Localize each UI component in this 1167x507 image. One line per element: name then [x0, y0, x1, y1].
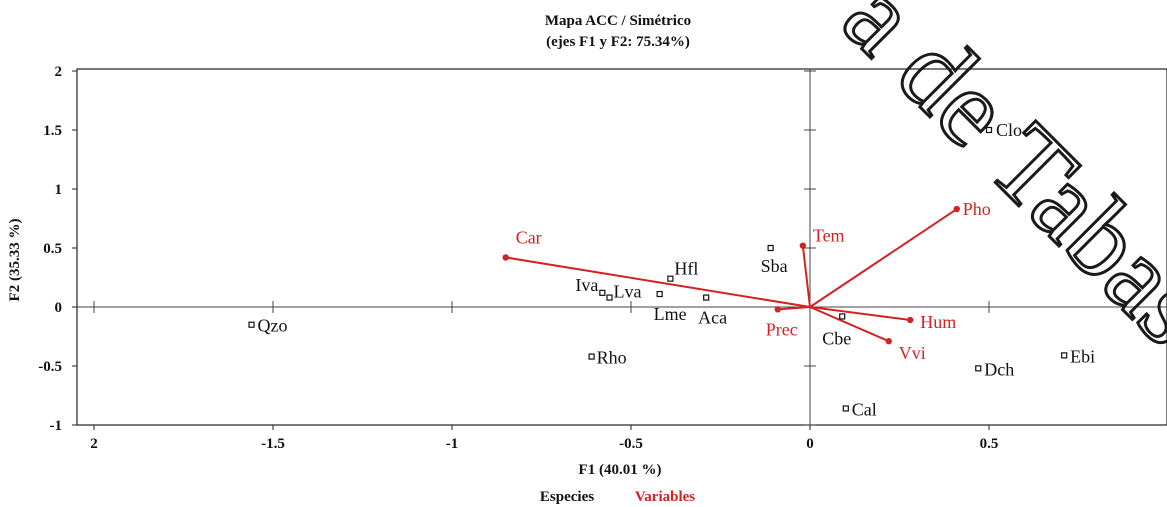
legend-species: Especies	[540, 489, 594, 505]
variable-vectors: Car Tem Pho Prec Hum Vvi	[502, 199, 991, 363]
y-tick-label: 2	[55, 64, 63, 80]
species-label: Qzo	[258, 316, 288, 336]
y-tick-label: 0	[55, 300, 63, 316]
y-tick-label: -1	[50, 418, 63, 434]
species-point-sba	[767, 244, 774, 252]
species-point-cal	[842, 405, 849, 412]
y-axis-label: F2 (35.33 %)	[7, 219, 23, 302]
y-tick-label: -0.5	[38, 359, 62, 375]
species-point-clo	[985, 126, 993, 134]
x-tick-label: 2	[90, 436, 98, 452]
species-point-lva	[606, 294, 613, 301]
variable-label: Prec	[766, 319, 798, 339]
species-label: Sba	[761, 256, 788, 276]
species-point-lme	[656, 290, 663, 298]
variable-label: Tem	[813, 226, 845, 246]
variable-vector-prec	[777, 306, 811, 311]
variable-vector-tip	[907, 316, 914, 324]
y-tick-label: 1	[55, 182, 63, 198]
species-label: Ebi	[1070, 346, 1095, 366]
y-tick-label: 1.5	[43, 123, 62, 139]
species-point-aca	[703, 294, 710, 301]
y-tick-label: 0.5	[43, 241, 62, 257]
variable-vector-tip	[502, 254, 509, 261]
species-point-hfl	[667, 275, 674, 282]
variable-vector-pho	[809, 208, 958, 308]
species-label: Iva	[575, 275, 598, 295]
species-point-iva	[599, 289, 606, 296]
variable-label: Hum	[920, 312, 956, 332]
species-label: Hfl	[674, 259, 698, 279]
species-label: Clo	[996, 120, 1022, 140]
variable-vector-hum	[809, 306, 911, 321]
species-point-qzo	[248, 321, 255, 328]
species-label: Cal	[852, 399, 877, 419]
x-tick-label: 0.5	[980, 436, 999, 452]
legend-variables: Variables	[635, 489, 695, 505]
species-point-rho	[588, 353, 595, 360]
species-label: Rho	[597, 348, 627, 368]
variable-vector-tip	[774, 306, 781, 313]
variable-vector-vvi	[809, 306, 890, 343]
species-label: Aca	[698, 308, 727, 328]
variable-vector-tip	[953, 205, 960, 213]
variable-vector-car	[505, 256, 811, 308]
species-label: Lva	[614, 282, 642, 302]
chart-subtitle: (ejes F1 y F2: 75.34%)	[546, 34, 690, 50]
variable-label: Car	[516, 227, 542, 247]
species-point-ebi	[1061, 352, 1068, 359]
plot-area-frame	[76, 68, 1167, 426]
species-label: Cbe	[822, 328, 851, 348]
x-tick-label: -1.5	[261, 436, 285, 452]
species-point-dch	[975, 365, 982, 372]
species-label: Lme	[654, 304, 687, 324]
variable-vector-tip	[799, 242, 807, 249]
chart-title: Mapa ACC / Simétrico	[545, 13, 691, 29]
variable-vector-tip	[885, 338, 892, 345]
variable-label: Vvi	[899, 343, 926, 363]
species-label: Dch	[984, 359, 1014, 379]
x-axis-label: F1 (40.01 %)	[579, 462, 662, 478]
x-tick-label: -1	[446, 436, 459, 452]
axis-ticks: 2 -1.5 -1 -0.5 0 0.5 -1 -0.5 0 0.5 1 1.5 2	[38, 64, 998, 452]
variable-vector-tem	[801, 245, 811, 308]
species-points: Clo Sba Hfl Iva Lva Lme Aca Qzo Rho Cbe Ebi Dch Cal	[248, 120, 1095, 419]
species-point-cbe	[839, 313, 846, 320]
variable-label: Pho	[963, 199, 991, 219]
x-tick-label: 0	[806, 436, 814, 452]
x-tick-label: -0.5	[619, 436, 643, 452]
